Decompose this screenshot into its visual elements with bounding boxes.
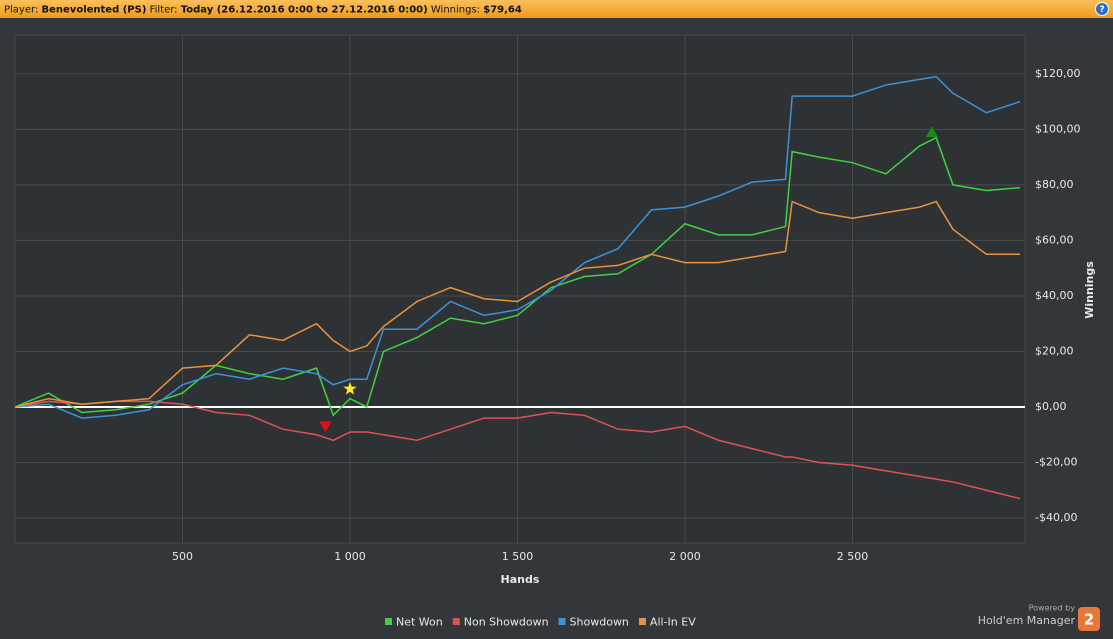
y-tick-label: $40,00	[1035, 289, 1074, 302]
y-tick-label: $100,00	[1035, 122, 1081, 135]
logo	[1078, 607, 1100, 631]
plot-area	[14, 34, 1026, 544]
x-tick-label: 1 500	[502, 550, 534, 563]
y-axis-title: Winnings	[1083, 261, 1096, 319]
help-button[interactable]	[1095, 2, 1109, 16]
series-line	[14, 400, 1021, 500]
legend-label[interactable]: Showdown	[570, 616, 629, 629]
x-tick-label: 500	[172, 550, 193, 563]
legend-swatch	[558, 618, 566, 625]
x-tick-label: 1 000	[334, 550, 366, 563]
y-tick-label: $80,00	[1035, 178, 1074, 191]
x-tick-label: 2 000	[669, 550, 701, 563]
legend-swatch	[638, 618, 646, 625]
y-tick-label: $120,00	[1035, 67, 1081, 80]
series-line	[14, 200, 1020, 408]
y-tick-label: $20,00	[1035, 344, 1074, 357]
logo-text: 2	[1084, 611, 1094, 629]
x-tick-label: 2 500	[837, 550, 869, 563]
powered-by: Powered by	[1029, 604, 1076, 613]
event-marker	[925, 126, 938, 138]
legend-swatch	[452, 618, 460, 625]
legend-swatch	[385, 618, 392, 625]
legend-label[interactable]: Non Showdown	[464, 616, 549, 629]
filter-label: Filter:	[150, 5, 178, 16]
y-tick-label: -$20,00	[1035, 455, 1077, 468]
winnings-label: Winnings:	[431, 5, 480, 16]
winnings: $79,64	[483, 5, 522, 16]
player: Benevolented (PS)	[42, 5, 147, 16]
player-label: Player:	[4, 5, 38, 16]
header: Player: Benevolented (PS) Filter: Today …	[0, 0, 1113, 18]
event-marker	[319, 421, 332, 433]
series-line	[14, 136, 1021, 417]
legend-label[interactable]: Net Won	[396, 616, 443, 629]
y-tick-label: $0,00	[1035, 400, 1067, 413]
series-line	[14, 75, 1021, 419]
event-marker	[343, 381, 357, 395]
y-tick-label: $60,00	[1035, 233, 1074, 246]
filter: Today (26.12.2016 0:00 to 27.12.2016 0:0…	[181, 5, 428, 16]
brand: Hold'em Manager	[978, 614, 1076, 627]
header-text: Player: Benevolented (PS) Filter: Today …	[4, 5, 522, 16]
help-icon[interactable]: ?	[1099, 5, 1104, 15]
legend-label[interactable]: All-In EV	[650, 616, 696, 629]
header-bar	[0, 0, 1113, 18]
y-tick-label: -$40,00	[1035, 511, 1077, 524]
x-axis-title: Hands	[501, 573, 540, 586]
branding: Powered by Hold'em Manager 2	[978, 604, 1100, 631]
